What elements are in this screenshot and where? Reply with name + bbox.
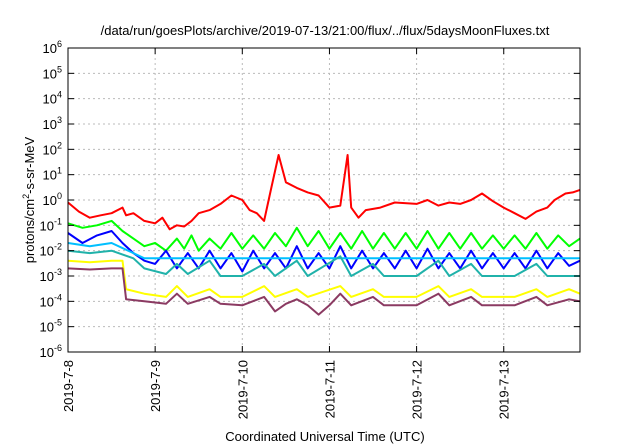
- y-tick-exp: 1: [57, 166, 62, 176]
- x-tick-label: 2019-7-12: [410, 360, 425, 419]
- y-tick-base: 10: [40, 244, 54, 259]
- y-tick-exp: 3: [57, 115, 62, 125]
- series-line-5: [67, 249, 580, 277]
- y-tick-base: 10: [40, 269, 54, 284]
- y-tick-exp: -2: [54, 242, 62, 252]
- y-tick-label: 102: [43, 140, 62, 157]
- y-tick-label: 100: [43, 191, 62, 208]
- y-tick-exp: -1: [54, 216, 62, 226]
- y-tick-base: 10: [43, 168, 57, 183]
- y-tick-label: 105: [43, 64, 62, 81]
- x-axis: 2019-7-8 2019-7-9 2019-7-10 2019-7-11 2019-7…: [61, 48, 512, 419]
- y-tick-exp: -5: [54, 318, 62, 328]
- y-tick-label: 10-5: [40, 318, 62, 335]
- y-tick-base: 10: [43, 117, 57, 132]
- y-tick-exp: -3: [54, 267, 62, 277]
- y-tick-base: 10: [43, 92, 57, 107]
- y-tick-label: 101: [43, 166, 62, 183]
- y-tick-exp: 2: [57, 140, 62, 150]
- y-tick-label: 104: [43, 90, 62, 107]
- y-axis-label-pre: protons/cm: [22, 199, 37, 263]
- y-tick-label: 10-4: [40, 292, 62, 309]
- y-axis-label-post: -s-sr-MeV: [22, 136, 37, 193]
- x-tick-label: 2019-7-8: [61, 360, 76, 412]
- y-tick-base: 10: [43, 41, 57, 56]
- y-tick-label: 103: [43, 115, 62, 132]
- y-tick-base: 10: [40, 294, 54, 309]
- x-axis-label: Coordinated Universal Time (UTC): [225, 429, 424, 444]
- y-tick-base: 10: [40, 218, 54, 233]
- y-tick-exp: 0: [57, 191, 62, 201]
- y-tick-label: 10-6: [40, 343, 62, 360]
- y-tick-base: 10: [40, 345, 54, 360]
- x-tick-label: 2019-7-13: [497, 360, 512, 419]
- series-line-6: [67, 259, 581, 298]
- chart-title: /data/run/goesPlots/archive/2019-07-13/2…: [101, 23, 550, 38]
- y-tick-base: 10: [43, 66, 57, 81]
- y-tick-label: 106: [43, 39, 62, 56]
- y-tick-base: 10: [40, 320, 54, 335]
- y-axis-label: protons/cm2-s-sr-MeV: [21, 136, 37, 263]
- y-tick-exp: 5: [57, 64, 62, 74]
- y-tick-label: 10-2: [40, 242, 62, 259]
- y-axis-label-sup: 2: [21, 194, 31, 199]
- y-tick-base: 10: [43, 193, 57, 208]
- y-tick-label: 10-3: [40, 267, 62, 284]
- series-group: [67, 154, 581, 316]
- y-tick-exp: -4: [54, 292, 62, 302]
- x-tick-label: 2019-7-10: [235, 360, 250, 419]
- y-tick-exp: 4: [57, 90, 62, 100]
- series-line-2: [67, 219, 581, 252]
- y-tick-label: 10-1: [40, 216, 62, 233]
- x-tick-label: 2019-7-9: [148, 360, 163, 412]
- grid: [67, 47, 580, 353]
- x-tick-label: 2019-7-11: [322, 360, 337, 418]
- series-line-7: [67, 267, 581, 316]
- series-line-4: [67, 242, 580, 260]
- y-axis: 10610510410310210110010-110-210-310-410-…: [40, 39, 580, 360]
- y-tick-base: 10: [43, 142, 57, 157]
- y-tick-exp: 6: [57, 39, 62, 49]
- series-line-1: [67, 154, 581, 231]
- y-tick-exp: -6: [54, 343, 62, 353]
